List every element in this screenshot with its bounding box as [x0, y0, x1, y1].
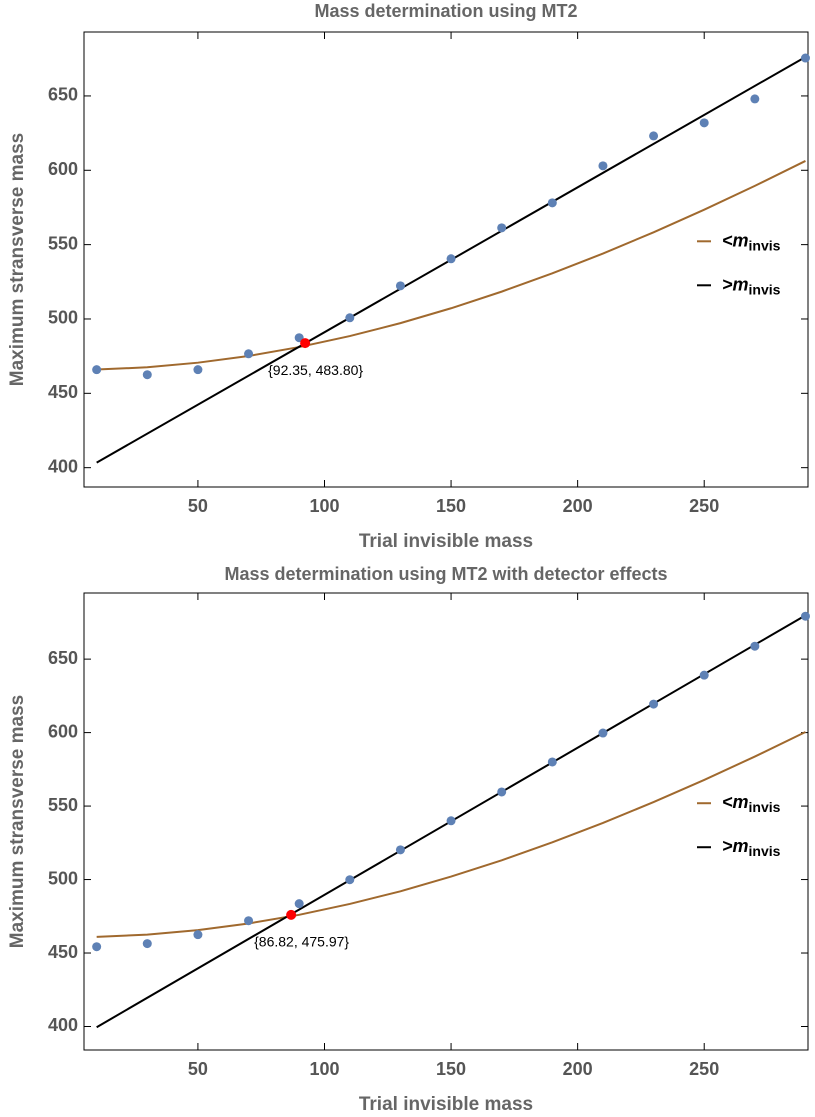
data-point	[497, 223, 507, 233]
x-tick-label: 100	[309, 1059, 339, 1079]
intersection-point	[286, 909, 297, 920]
y-tick-label: 500	[48, 308, 78, 328]
legend-label: <minvis	[722, 230, 781, 253]
legend-subscript: invis	[749, 237, 781, 253]
legend-name: <m	[722, 230, 749, 250]
x-tick-label: 100	[309, 496, 339, 516]
intersection-label: {92.35, 483.80}	[268, 362, 363, 378]
data-point	[446, 816, 456, 826]
chart-title: Mass determination using MT2 with detect…	[224, 564, 667, 584]
data-point	[193, 365, 203, 375]
data-point	[446, 254, 456, 264]
x-tick-label: 250	[689, 1059, 719, 1079]
legend-subscript: invis	[749, 843, 781, 859]
data-point	[193, 930, 203, 940]
legend-label: >minvis	[722, 836, 781, 859]
x-tick-label: 200	[563, 496, 593, 516]
y-tick-label: 550	[48, 233, 78, 253]
x-axis-label: Trial invisible mass	[359, 531, 533, 552]
data-point	[750, 641, 760, 651]
x-tick-label: 150	[436, 496, 466, 516]
data-point	[395, 845, 405, 855]
chart: Mass determination using MT2 with detect…	[7, 564, 810, 1115]
data-point	[649, 699, 659, 709]
data-point	[92, 942, 102, 952]
x-tick-label: 150	[436, 1059, 466, 1079]
y-tick-label: 450	[48, 942, 78, 962]
legend-label: <minvis	[722, 792, 781, 815]
data-point	[345, 313, 355, 323]
y-tick-label: 450	[48, 382, 78, 402]
data-point	[244, 349, 254, 359]
data-point	[92, 365, 102, 375]
y-tick-label: 600	[48, 159, 78, 179]
fit-line	[96, 731, 806, 938]
y-tick-label: 600	[48, 721, 78, 741]
data-point	[497, 787, 507, 797]
legend-subscript: invis	[749, 799, 781, 815]
y-tick-label: 400	[48, 1015, 78, 1035]
data-point	[345, 875, 355, 885]
y-tick-label: 650	[48, 648, 78, 668]
legend-name: >m	[722, 274, 749, 294]
y-tick-label: 550	[48, 795, 78, 815]
y-axis-label: Maximum stransverse mass	[7, 695, 28, 948]
x-tick-label: 50	[188, 496, 208, 516]
data-point	[142, 939, 152, 949]
data-point	[395, 281, 405, 291]
fit-line	[96, 160, 806, 371]
plot-frame	[83, 31, 809, 488]
data-point	[598, 728, 608, 738]
y-axis-label: Maximum stransverse mass	[7, 133, 28, 386]
x-axis-label: Trial invisible mass	[359, 1094, 533, 1115]
data-point	[294, 899, 304, 909]
y-tick-label: 400	[48, 456, 78, 476]
chart-title: Mass determination using MT2	[314, 1, 577, 21]
x-tick-label: 50	[188, 1059, 208, 1079]
data-point	[699, 118, 709, 128]
data-point	[142, 370, 152, 380]
y-tick-label: 500	[48, 868, 78, 888]
intersection-label: {86.82, 475.97}	[254, 934, 349, 950]
legend-label: >minvis	[722, 274, 781, 297]
data-point	[699, 670, 709, 680]
data-point	[244, 916, 254, 926]
data-point	[750, 94, 760, 104]
data-point	[649, 131, 659, 141]
legend-name: >m	[722, 836, 749, 856]
chart: Mass determination using MT2 50 100 150 200 2…	[7, 1, 810, 552]
intersection-point	[300, 338, 311, 349]
data-point	[598, 161, 608, 171]
legend-subscript: invis	[749, 281, 781, 297]
y-tick-label: 650	[48, 85, 78, 105]
plot-frame	[83, 592, 809, 1051]
x-tick-label: 250	[689, 496, 719, 516]
data-point	[800, 611, 810, 621]
x-tick-label: 200	[563, 1059, 593, 1079]
data-point	[547, 757, 557, 767]
data-point	[800, 53, 810, 63]
legend-name: <m	[722, 792, 749, 812]
data-point	[547, 198, 557, 208]
